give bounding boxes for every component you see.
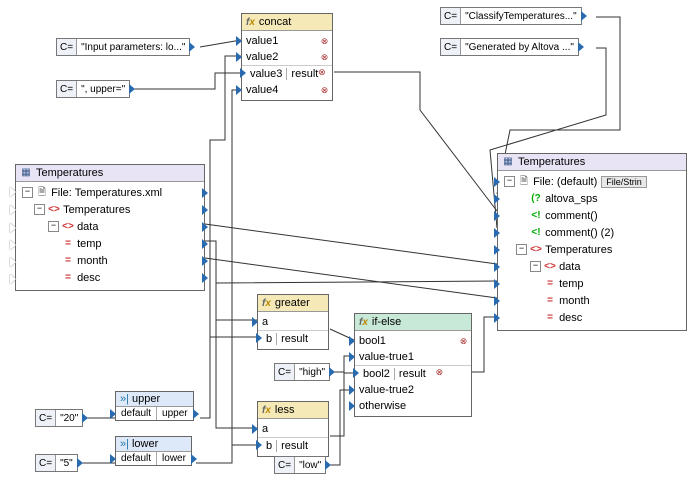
- const-classify[interactable]: C="ClassifyTemperatures...": [440, 7, 582, 25]
- const-low[interactable]: C="low": [274, 456, 326, 474]
- concat-value3[interactable]: value3⊗result: [242, 65, 332, 82]
- source-component[interactable]: ▦Temperatures −🗎 File: Temperatures.xml …: [15, 164, 205, 291]
- concat-value1[interactable]: value1⊗: [242, 33, 332, 49]
- const-input-params[interactable]: C="Input parameters: lo...": [56, 38, 190, 56]
- fn-concat-title: concat: [259, 16, 291, 28]
- const-generated[interactable]: C="Generated by Altova ...": [440, 38, 579, 56]
- param-upper[interactable]: »|upper defaultupper: [115, 391, 194, 421]
- const-upper-eq[interactable]: C=", upper=": [56, 80, 130, 98]
- concat-value4[interactable]: value4⊗: [242, 82, 332, 98]
- const-5[interactable]: C="5": [35, 454, 78, 472]
- concat-value2[interactable]: value2⊗: [242, 49, 332, 65]
- const-20[interactable]: C="20": [35, 409, 83, 427]
- const-high[interactable]: C="high": [274, 363, 330, 381]
- target-component[interactable]: ▦Temperatures −🗎 File: (default)File/Str…: [497, 153, 687, 331]
- param-lower[interactable]: »|lower defaultlower: [115, 436, 192, 466]
